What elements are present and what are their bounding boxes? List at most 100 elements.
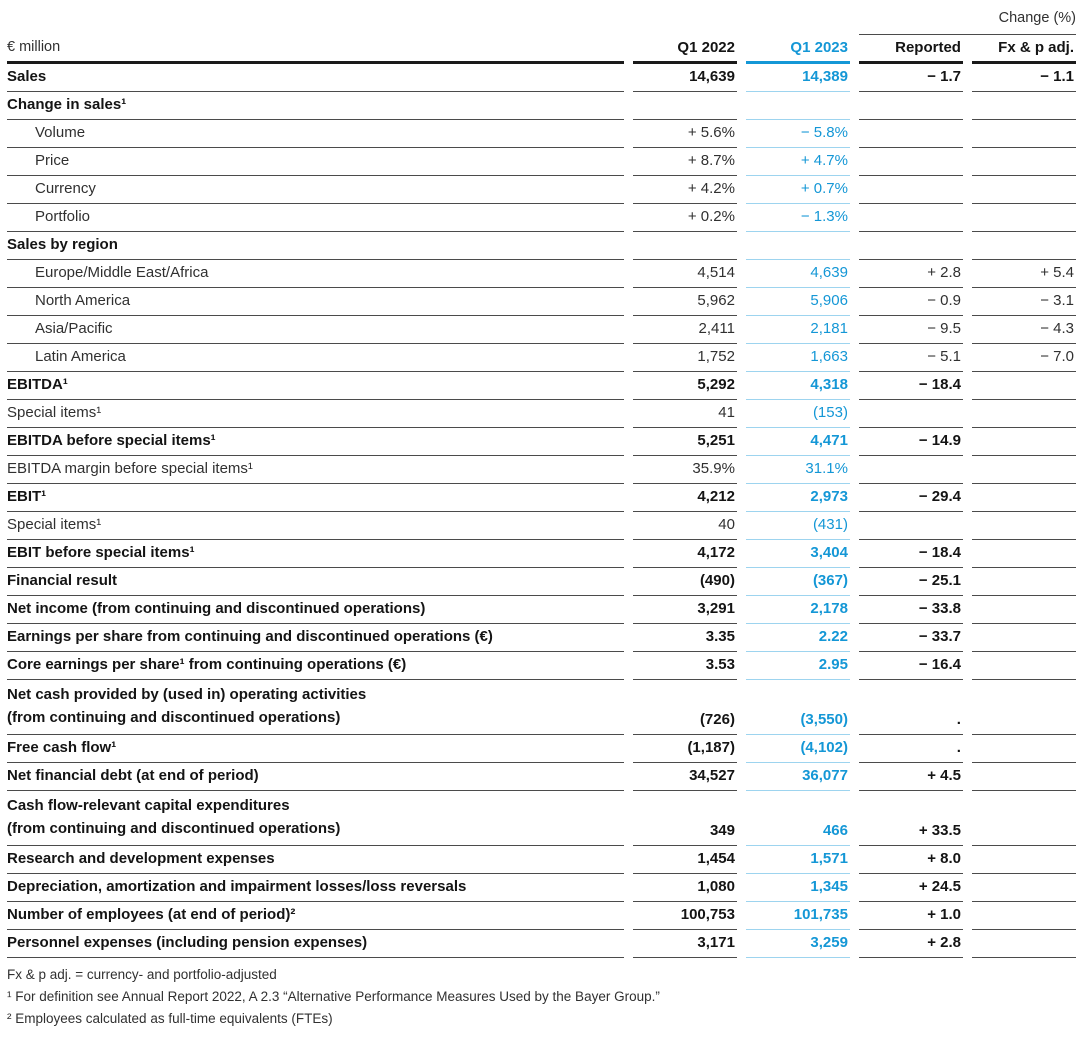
cell-reported: − 0.9	[858, 287, 963, 316]
row-label: Cash flow-relevant capital expenditures …	[7, 790, 624, 846]
column-gap	[624, 400, 633, 428]
column-gap	[737, 596, 746, 624]
cell-fx-adj	[971, 91, 1076, 120]
column-gap	[963, 428, 972, 456]
column-gap	[737, 372, 746, 400]
cell-q1-2022: 100,753	[632, 901, 737, 930]
row-label: Net income (from continuing and disconti…	[7, 595, 624, 624]
column-gap	[624, 902, 633, 930]
column-gap	[624, 596, 633, 624]
column-gap	[624, 568, 633, 596]
table-row: Change in sales¹	[7, 91, 1076, 120]
cell-reported: .	[858, 679, 963, 735]
column-gap	[624, 316, 633, 344]
column-gap	[624, 232, 633, 260]
cell-reported: − 33.7	[858, 623, 963, 652]
cell-q1-2022: 5,292	[632, 371, 737, 400]
cell-reported	[858, 455, 963, 484]
cell-reported	[858, 119, 963, 148]
column-gap	[963, 763, 972, 791]
cell-fx-adj	[971, 567, 1076, 596]
cell-q1-2023	[745, 231, 850, 260]
row-label: EBIT¹	[7, 483, 624, 512]
cell-q1-2023: 36,077	[745, 762, 850, 791]
cell-fx-adj	[971, 734, 1076, 763]
row-label: Sales	[7, 62, 624, 92]
column-gap	[850, 6, 859, 35]
row-label: Latin America	[7, 343, 624, 372]
column-gap	[624, 484, 633, 512]
column-gap	[624, 930, 633, 958]
cell-q1-2022: 41	[632, 399, 737, 428]
column-gap	[850, 846, 859, 874]
cell-fx-adj	[971, 483, 1076, 512]
column-gap	[850, 92, 859, 120]
table-row: Europe/Middle East/Africa 4,514 4,639 + …	[7, 259, 1076, 288]
table-row: Personnel expenses (including pension ex…	[7, 929, 1076, 958]
column-gap	[624, 874, 633, 902]
column-gap	[624, 176, 633, 204]
column-header-row: € million Q1 2022 Q1 2023 Reported Fx & …	[7, 34, 1076, 64]
table-row: Free cash flow¹ (1,187) (4,102) .	[7, 734, 1076, 763]
column-gap	[624, 92, 633, 120]
column-gap	[624, 120, 633, 148]
column-gap	[850, 540, 859, 568]
column-gap	[624, 428, 633, 456]
row-label: North America	[7, 287, 624, 316]
column-gap	[737, 484, 746, 512]
column-gap	[737, 902, 746, 930]
column-gap	[624, 456, 633, 484]
column-gap	[963, 680, 972, 735]
cell-reported: + 2.8	[858, 259, 963, 288]
cell-q1-2022	[632, 91, 737, 120]
cell-fx-adj	[971, 929, 1076, 958]
cell-fx-adj	[971, 623, 1076, 652]
table-row: North America 5,962 5,906 − 0.9 − 3.1	[7, 287, 1076, 316]
column-gap	[850, 260, 859, 288]
column-gap	[850, 652, 859, 680]
column-gap	[624, 652, 633, 680]
table-row: Special items¹ 41 (153)	[7, 399, 1076, 428]
cell-reported: + 33.5	[858, 790, 963, 846]
column-gap	[624, 63, 633, 92]
column-gap	[624, 204, 633, 232]
table-row: Sales by region	[7, 231, 1076, 260]
column-gap	[963, 372, 972, 400]
footnote-abbreviation: Fx & p adj. = currency- and portfolio-ad…	[7, 967, 277, 982]
change-group-row: Change (%)	[7, 6, 1076, 35]
column-gap	[963, 512, 972, 540]
cell-q1-2023: 2,181	[745, 315, 850, 344]
column-gap	[963, 456, 972, 484]
row-label: Financial result	[7, 567, 624, 596]
cell-q1-2022: 3.53	[632, 651, 737, 680]
cell-reported: − 1.7	[858, 62, 963, 92]
column-gap	[963, 148, 972, 176]
table-row: Asia/Pacific 2,411 2,181 − 9.5 − 4.3	[7, 315, 1076, 344]
row-label: Volume	[7, 119, 624, 148]
column-gap	[624, 791, 633, 846]
column-gap	[850, 232, 859, 260]
column-gap	[850, 316, 859, 344]
cell-q1-2023: 4,471	[745, 427, 850, 456]
cell-q1-2022: + 0.2%	[632, 203, 737, 232]
column-gap	[850, 35, 859, 63]
row-label: Currency	[7, 175, 624, 204]
cell-fx-adj	[971, 901, 1076, 930]
column-gap	[737, 260, 746, 288]
column-gap	[737, 680, 746, 735]
column-gap	[624, 372, 633, 400]
cell-q1-2023: + 0.7%	[745, 175, 850, 204]
table-row: Currency + 4.2% + 0.7%	[7, 175, 1076, 204]
row-label: Sales by region	[7, 231, 624, 260]
column-gap	[737, 568, 746, 596]
cell-q1-2022: 34,527	[632, 762, 737, 791]
cell-reported: + 24.5	[858, 873, 963, 902]
cell-q1-2022: 3,291	[632, 595, 737, 624]
table-row: Portfolio + 0.2% − 1.3%	[7, 203, 1076, 232]
unit-label: € million	[7, 34, 624, 64]
column-gap	[624, 260, 633, 288]
cell-q1-2022: (726)	[632, 679, 737, 735]
column-gap	[624, 624, 633, 652]
cell-fx-adj	[971, 873, 1076, 902]
